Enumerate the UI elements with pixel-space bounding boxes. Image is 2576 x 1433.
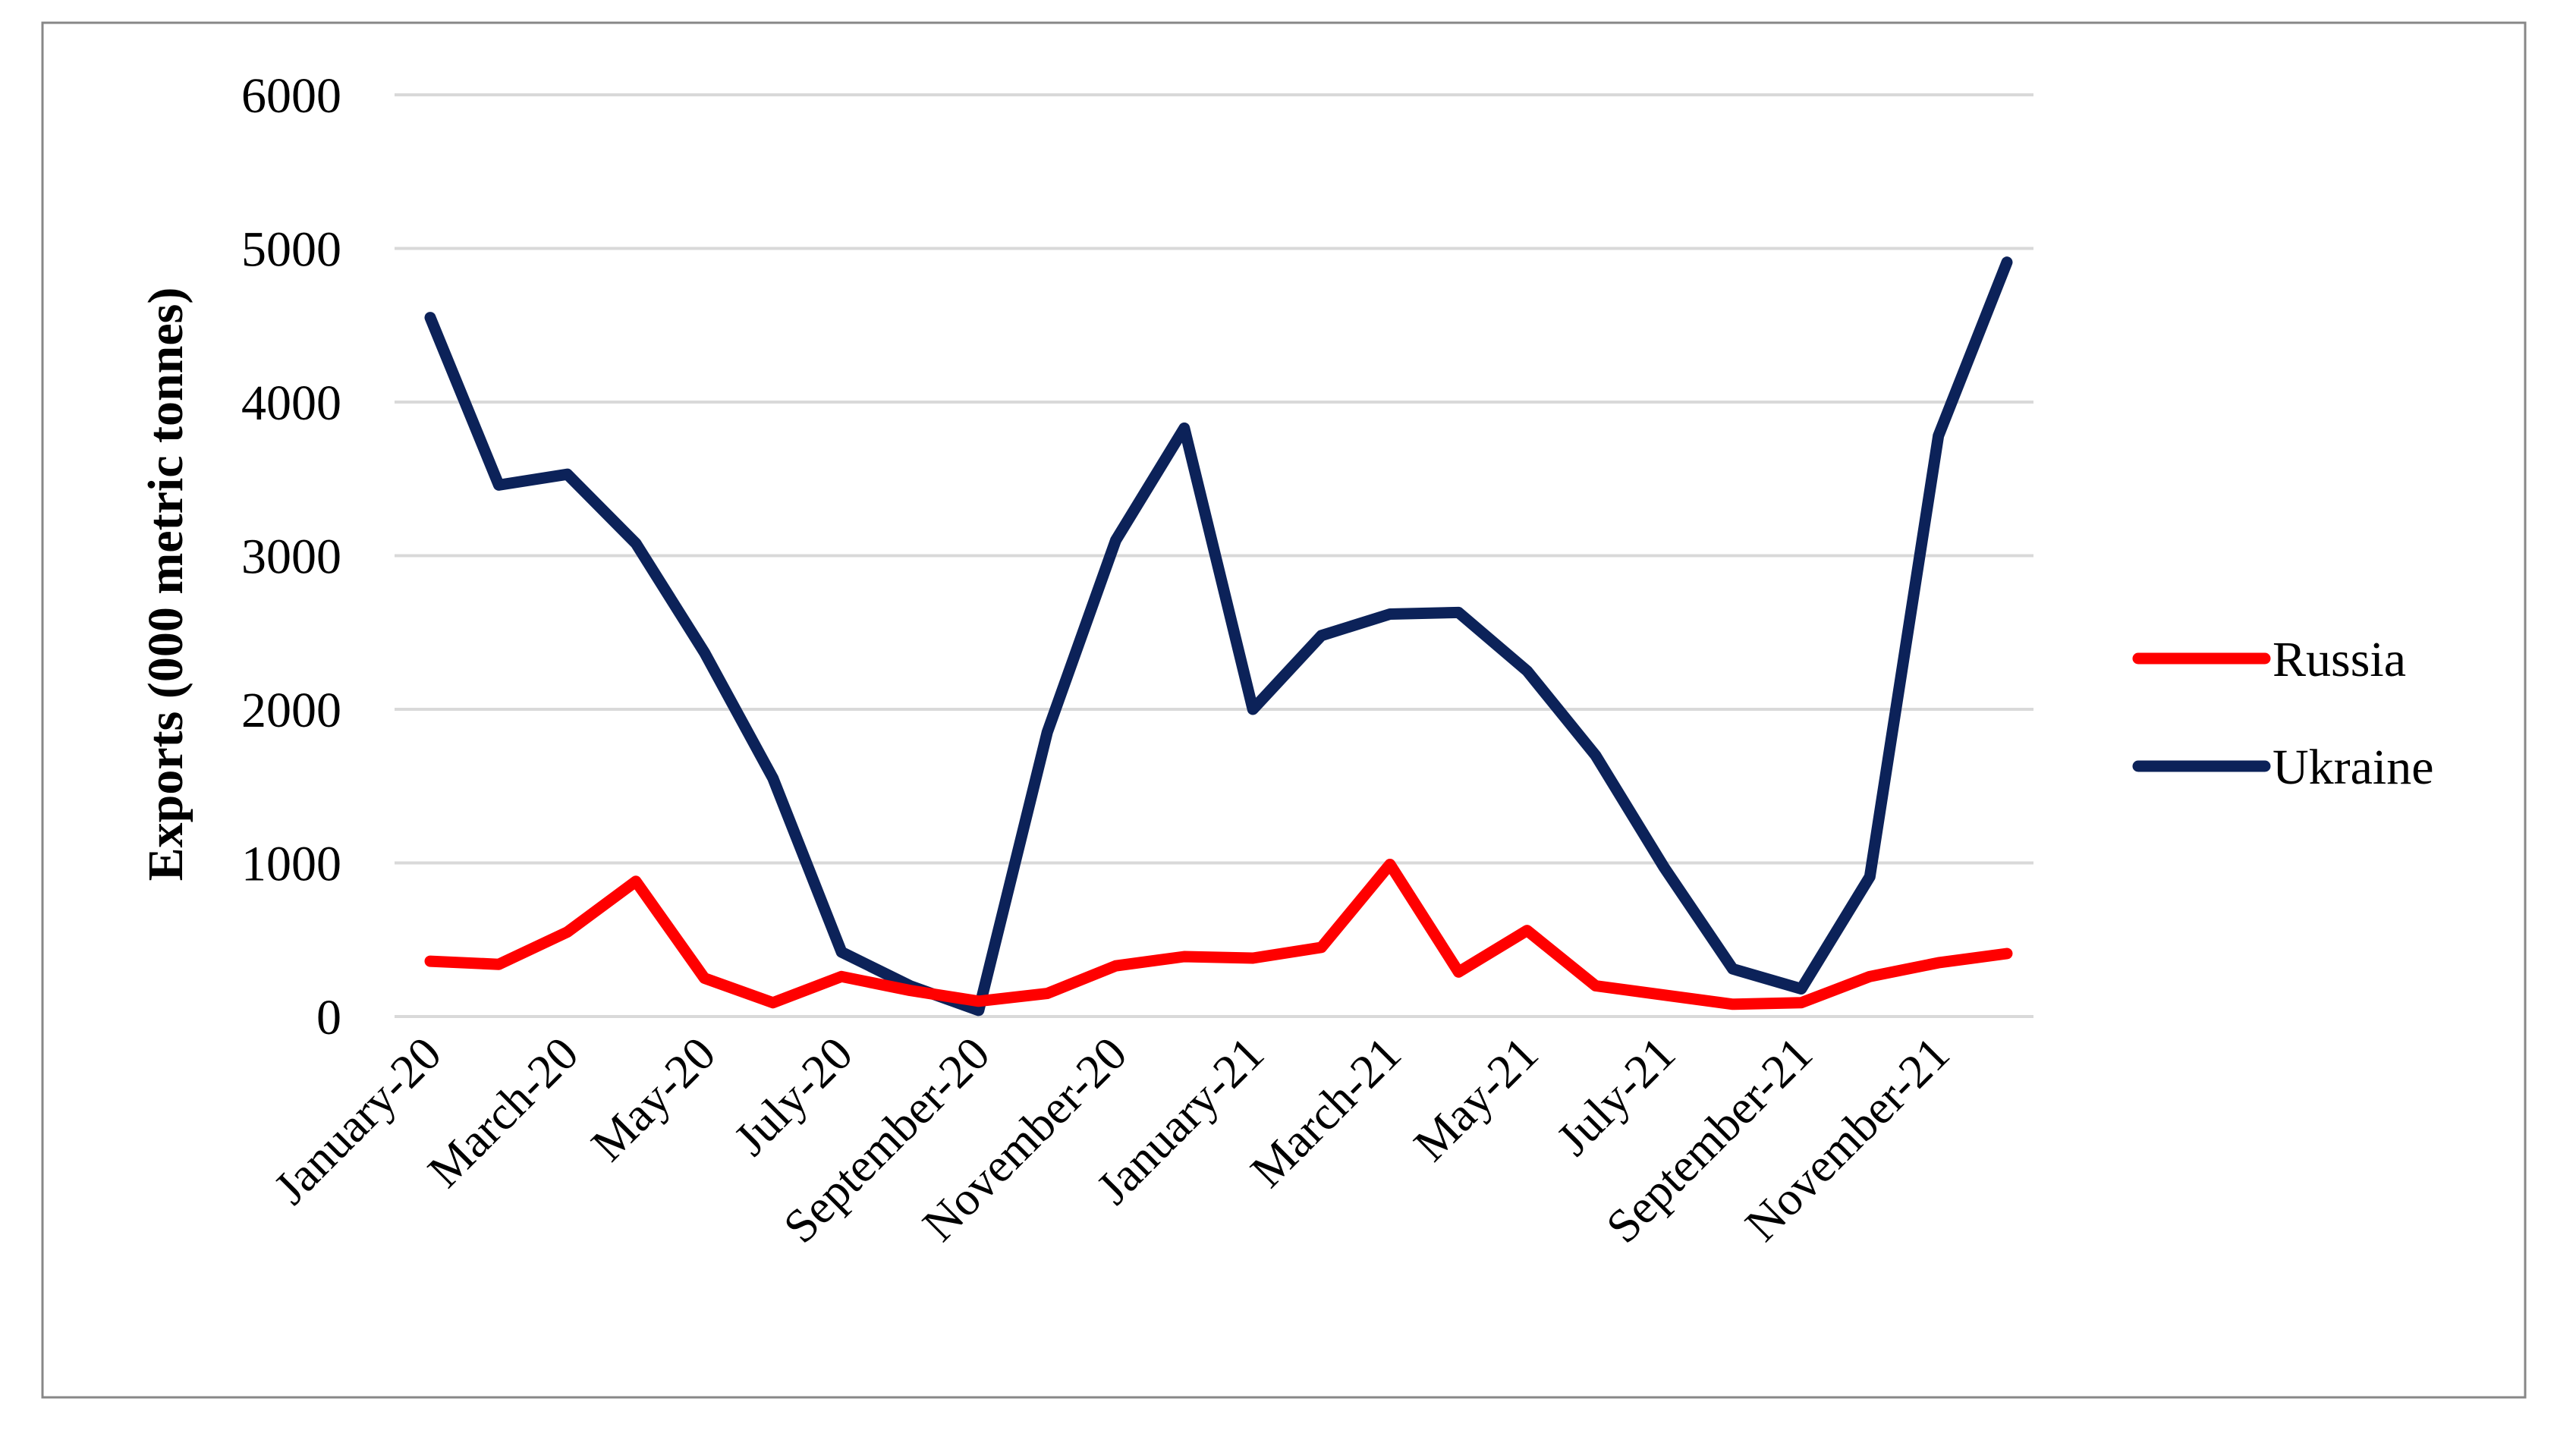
- y-tick-label: 4000: [241, 376, 341, 431]
- y-tick-label: 5000: [241, 222, 341, 278]
- legend: Russia Ukraine: [2132, 632, 2434, 795]
- legend-label-russia: Russia: [2272, 632, 2406, 687]
- legend-label-ukraine: Ukraine: [2272, 740, 2434, 795]
- series-line-ukraine: [424, 256, 2013, 1017]
- y-tick-label: 3000: [241, 530, 341, 585]
- series-line-russia: [424, 859, 2013, 1010]
- y-tick-label: 2000: [241, 683, 341, 738]
- gridlines: [395, 93, 2033, 1018]
- series-lines: [424, 256, 2013, 1017]
- y-axis-ticks: 0 1000 2000 3000 4000 5000 6000: [241, 68, 341, 1045]
- y-tick-label: 1000: [241, 837, 341, 892]
- y-axis-label: Exports (000 metric tonnes): [138, 288, 193, 881]
- y-tick-label: 6000: [241, 68, 341, 124]
- y-tick-label: 0: [316, 990, 341, 1045]
